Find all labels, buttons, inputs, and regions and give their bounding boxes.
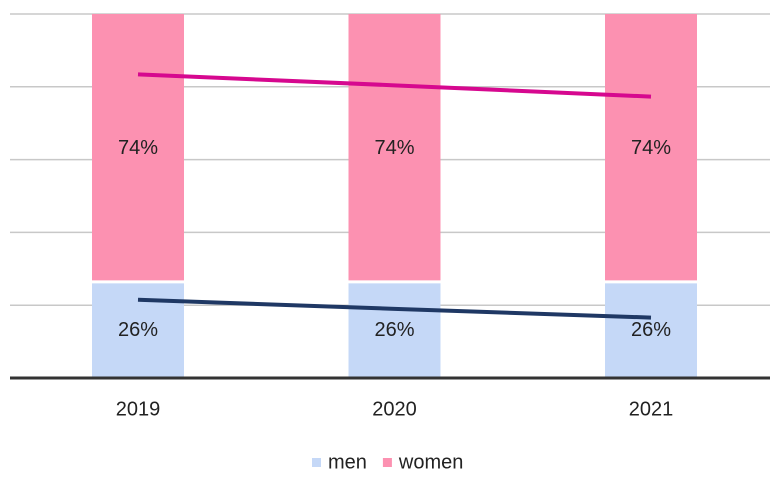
bar: [605, 14, 697, 281]
data-label: 74%: [631, 137, 671, 159]
bar: [92, 14, 184, 281]
trend-line: [137, 297, 652, 320]
legend-swatch: [382, 458, 392, 467]
data-label: 26%: [374, 319, 414, 341]
bar: [348, 283, 441, 378]
x-tick-label: 2021: [629, 398, 674, 420]
data-label: 74%: [374, 137, 414, 159]
bar: [348, 14, 441, 281]
legend-label: men: [328, 451, 367, 473]
data-label: 74%: [118, 137, 158, 159]
legend-swatch: [312, 458, 321, 467]
data-label: 26%: [118, 319, 158, 341]
legend-label: women: [398, 451, 463, 473]
bar: [605, 283, 697, 378]
trend-line: [137, 72, 652, 99]
data-label: 26%: [631, 319, 671, 341]
x-tick-label: 2020: [372, 398, 417, 420]
x-tick-label: 2019: [116, 398, 161, 420]
